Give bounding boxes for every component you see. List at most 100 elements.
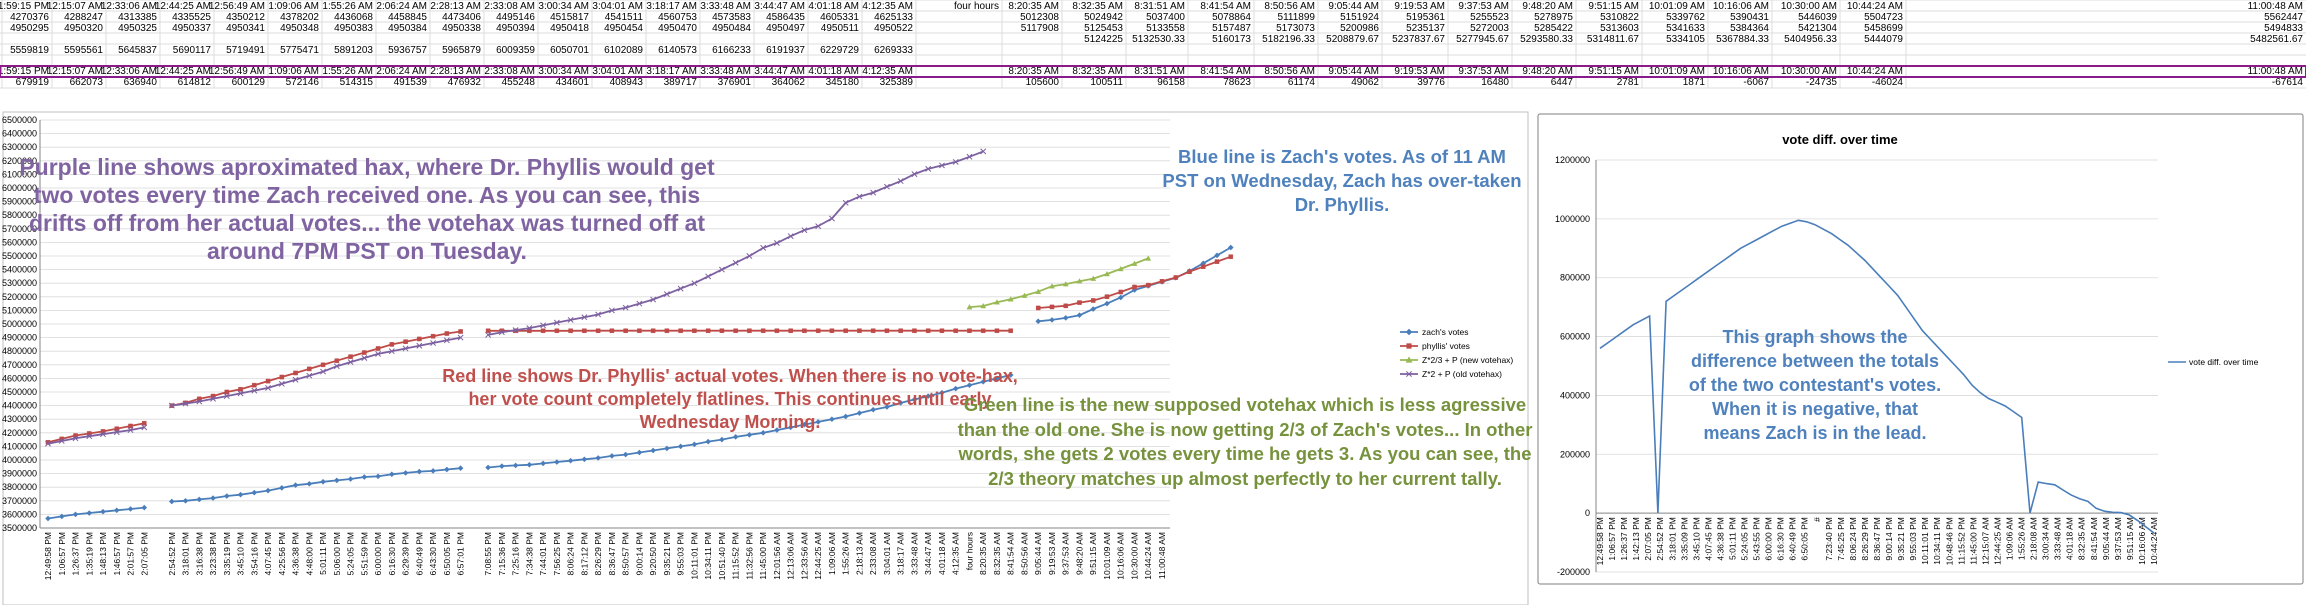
x-tick-label: 6:16:30 PM xyxy=(387,532,397,575)
data-point xyxy=(939,328,945,334)
table-cell: 408943 xyxy=(610,77,644,88)
data-point xyxy=(870,328,876,334)
diff-x-tick-label: 2:54:52 PM xyxy=(1655,517,1665,560)
data-point xyxy=(1007,372,1014,378)
legend-label: zach's votes xyxy=(1422,327,1469,337)
data-point xyxy=(801,421,808,428)
data-point xyxy=(443,466,450,473)
table-cell: 6050701 xyxy=(550,45,589,56)
x-tick-label: 7:34:38 PM xyxy=(524,532,534,575)
table-cell: 12:56:49 AM xyxy=(209,1,265,12)
table-cell: 78623 xyxy=(1223,77,1251,88)
diff-x-tick-label: 4:07:45 PM xyxy=(1703,517,1713,560)
x-tick-label: 3:44:47 AM xyxy=(923,532,933,575)
data-point xyxy=(1035,288,1042,294)
table-cell: 6269333 xyxy=(874,45,913,56)
diff-x-tick-label: 9:00:14 PM xyxy=(1884,517,1894,560)
table-cell: 9:37:53 AM xyxy=(1458,1,1509,12)
table-cell: 12:44:25 AM xyxy=(155,1,211,12)
x-tick-label: 3:35:19 PM xyxy=(222,532,232,575)
data-point xyxy=(925,328,931,334)
y-tick-label: 4900000 xyxy=(2,333,37,343)
x-tick-label: 10:16:06 AM xyxy=(1116,532,1126,580)
table-cell: 8:32:35 AM xyxy=(1072,1,1123,12)
selected-row-highlight[interactable] xyxy=(0,65,2306,78)
data-point xyxy=(774,328,780,334)
table-cell: 9:51:15 AM xyxy=(1588,1,1639,12)
data-point xyxy=(856,410,863,416)
table-cell: 5482561.67 xyxy=(2250,34,2303,45)
data-point xyxy=(636,300,643,307)
table-cell: 5494833 xyxy=(2264,23,2303,34)
diff-x-tick-label: 6:50:05 PM xyxy=(1800,517,1810,560)
table-cell: 5272003 xyxy=(1470,23,1509,34)
y-tick-label: 4700000 xyxy=(2,360,37,370)
votes-line-chart[interactable]: 3500000 3600000 3700000 3800000 3900000 40000… xyxy=(2,111,1529,605)
data-point xyxy=(485,331,492,338)
data-point xyxy=(1062,314,1069,321)
data-point xyxy=(320,368,327,375)
table-cell: 4950383 xyxy=(334,23,373,34)
data-point xyxy=(540,460,546,467)
y-tick-label: 5100000 xyxy=(2,305,37,315)
data-point xyxy=(498,463,505,470)
table-cell: 4541511 xyxy=(605,12,644,23)
x-tick-label: 12:01:56 AM xyxy=(772,532,782,580)
table-cell: 4950320 xyxy=(64,23,103,34)
table-cell: 8:50:56 AM xyxy=(1264,66,1315,77)
y-tick-label: 5700000 xyxy=(2,224,37,234)
table-cell: 4515817 xyxy=(550,12,589,23)
data-point xyxy=(897,399,904,406)
table-cell: -67614 xyxy=(2272,77,2304,88)
table-cell: 4495146 xyxy=(496,12,535,23)
table-cell: 434601 xyxy=(556,77,590,88)
x-tick-label: 8:41:54 AM xyxy=(1006,532,1016,575)
data-point xyxy=(1008,328,1013,334)
table-cell: 5458699 xyxy=(1864,23,1903,34)
data-point xyxy=(361,355,368,361)
x-tick-label: 1:35:19 PM xyxy=(84,532,94,575)
purple-annotation: Purple line shows aproximated hax, where… xyxy=(19,154,715,264)
data-point xyxy=(444,331,450,336)
data-point xyxy=(72,435,79,442)
data-point xyxy=(856,193,863,200)
diff-y-tick-label: 400000 xyxy=(1560,390,1590,400)
x-tick-label: 12:44:25 AM xyxy=(813,532,823,580)
data-point xyxy=(884,404,890,410)
table-cell: 4950511 xyxy=(821,23,860,34)
diff-x-tick-label: 3:00:34 AM xyxy=(2041,517,2051,560)
table-cell: 12:33:06 AM xyxy=(101,1,157,12)
table-cell: 5285422 xyxy=(1534,23,1573,34)
vote-diff-chart[interactable]: vote diff. over time -200000 0 200000 40000… xyxy=(1537,113,2304,585)
table-cell: 4950454 xyxy=(604,23,643,34)
table-cell: 1871 xyxy=(1683,77,1706,88)
diff-x-tick-label: 12:44:25 AM xyxy=(1992,517,2002,565)
table-cell: 5313603 xyxy=(1600,23,1639,34)
table-cell: 9:05:44 AM xyxy=(1328,66,1379,77)
diff-x-tick-label: 1:06:57 PM xyxy=(1607,517,1617,560)
data-point xyxy=(1035,318,1042,325)
data-point xyxy=(1118,289,1124,295)
data-point xyxy=(196,496,203,503)
diff-y-tick-label: 1200000 xyxy=(1555,155,1590,165)
data-point xyxy=(760,328,766,334)
x-tick-label: 1:55:26 AM xyxy=(841,532,851,575)
data-point xyxy=(692,328,697,334)
diff-y-tick-label: 0 xyxy=(1585,508,1590,518)
table-cell: 6009359 xyxy=(496,45,535,56)
data-point xyxy=(925,165,932,172)
diff-x-tick-label: 12:49:58 PM xyxy=(1595,517,1605,565)
data-point xyxy=(182,497,189,504)
data-point xyxy=(608,453,615,459)
table-cell: 3:00:34 AM xyxy=(538,1,589,12)
diff-x-tick-label: 9:51:15 AM xyxy=(2125,517,2135,560)
table-cell: 5125453 xyxy=(1084,23,1123,34)
data-point xyxy=(375,473,381,480)
table-cell: 5444079 xyxy=(1864,34,1903,45)
data-point xyxy=(842,199,849,206)
table-cell: -6067 xyxy=(1743,77,1769,88)
table-cell: 4625133 xyxy=(874,12,913,23)
diff-legend-label: vote diff. over time xyxy=(2189,357,2259,367)
table-cell: 4335525 xyxy=(172,12,211,23)
